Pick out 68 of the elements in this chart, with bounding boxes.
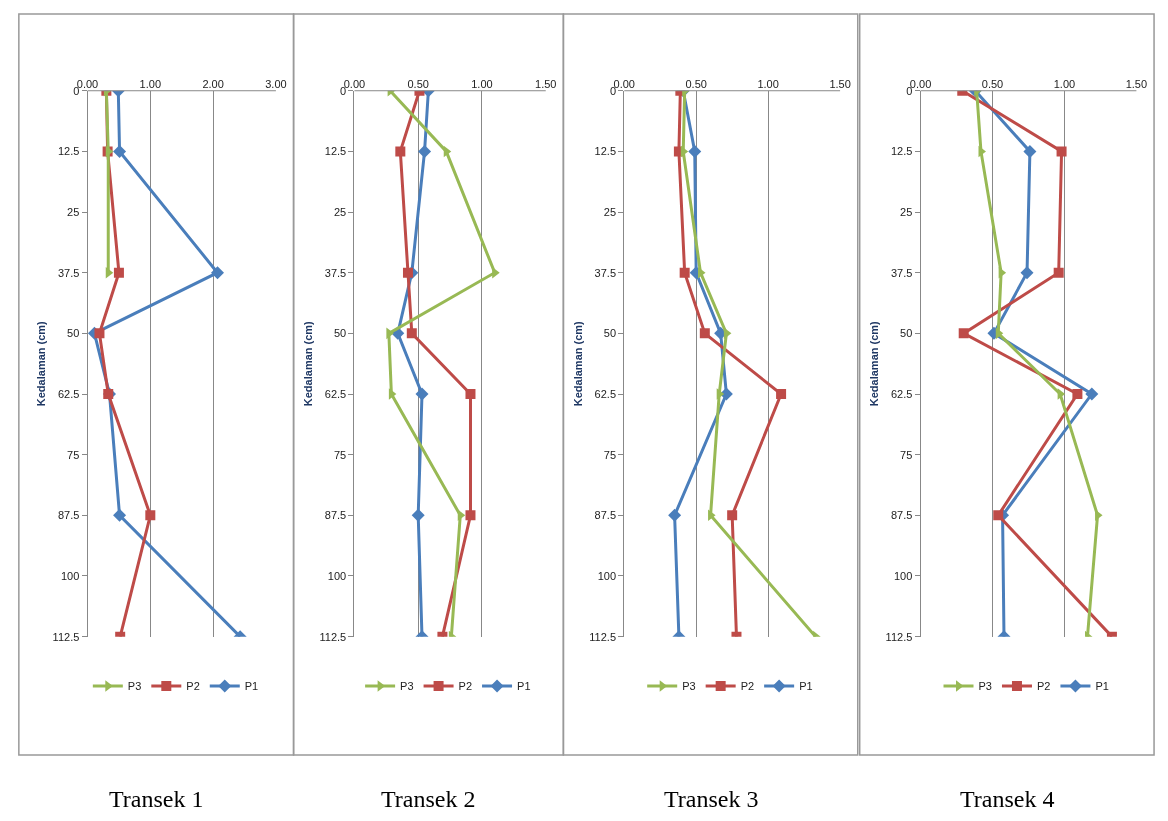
y-tick-label: 100: [597, 569, 617, 582]
legend-label: P1: [517, 680, 531, 693]
y-axis-title: Kedalaman (cm): [868, 320, 881, 407]
y-tick-label: 112.5: [319, 630, 347, 643]
text: Transek 4: [960, 786, 1055, 812]
legend-label: P2: [186, 680, 200, 693]
x-tick-label: 0.50: [407, 77, 429, 90]
legend-label: P3: [682, 680, 696, 693]
y-tick-label: 112.5: [589, 630, 617, 643]
y-tick-label: 37.5: [57, 266, 80, 279]
legend-label: P1: [244, 680, 259, 693]
y-tick-label: 75: [603, 448, 617, 461]
y-tick-label: 37.5: [324, 266, 347, 279]
x-tick-label: 1.00: [1053, 77, 1076, 90]
x-tick-label: 1.50: [535, 77, 557, 90]
x-tick-label: 1.00: [757, 77, 779, 90]
y-tick-label: 50: [900, 327, 913, 340]
y-tick-label: 12.5: [324, 145, 347, 158]
y-tick-label: 12.5: [57, 145, 80, 158]
x-tick-label: 3.00: [265, 77, 287, 90]
x-tick-label: 1.00: [139, 77, 162, 90]
y-tick-label: 25: [67, 205, 80, 218]
y-axis-title: Kedalaman (cm): [35, 320, 48, 407]
x-tick-label: 1.00: [471, 77, 493, 90]
legend-label: P2: [1036, 680, 1051, 693]
y-tick-label: 25: [603, 205, 617, 218]
y-tick-label: 100: [893, 569, 913, 582]
x-tick-label: 1.50: [1125, 77, 1148, 90]
y-tick-label: 25: [333, 205, 347, 218]
y-axis-title: Kedalaman (cm): [302, 320, 315, 407]
y-tick-label: 75: [333, 448, 347, 461]
y-tick-label: 37.5: [594, 266, 617, 279]
y-tick-label: 12.5: [890, 145, 913, 158]
y-tick-label: 100: [327, 569, 347, 582]
y-tick-label: 62.5: [57, 387, 80, 400]
y-tick-label: 87.5: [57, 509, 80, 522]
y-tick-label: 112.5: [885, 630, 913, 643]
y-tick-label: 37.5: [890, 266, 913, 279]
x-tick-label: 0.50: [981, 77, 1004, 90]
y-tick-label: 50: [603, 327, 617, 340]
y-tick-label: 87.5: [890, 509, 913, 522]
y-axis-title: Kedalaman (cm): [571, 320, 584, 407]
y-tick-label: 112.5: [52, 630, 80, 643]
x-tick-label: 0.50: [685, 77, 707, 90]
y-tick-label: 75: [67, 448, 80, 461]
legend-label: P2: [740, 680, 755, 693]
legend-label: P2: [458, 680, 473, 693]
text: Transek 2: [381, 786, 476, 812]
y-tick-label: 75: [900, 448, 913, 461]
y-tick-label: 62.5: [594, 387, 617, 400]
y-tick-label: 62.5: [890, 387, 913, 400]
legend-label: P3: [978, 680, 992, 693]
text: Transek 1: [109, 786, 204, 812]
legend-label: P3: [127, 680, 142, 693]
y-tick-label: 12.5: [594, 145, 617, 158]
y-tick-label: 25: [900, 205, 913, 218]
text: Transek 3: [664, 786, 759, 812]
legend-label: P1: [799, 680, 813, 693]
legend-label: P3: [400, 680, 414, 693]
y-tick-label: 87.5: [324, 509, 347, 522]
x-tick-label: 2.00: [202, 77, 224, 90]
legend-label: P1: [1095, 680, 1109, 693]
y-tick-label: 87.5: [594, 509, 617, 522]
y-tick-label: 50: [333, 327, 347, 340]
y-tick-label: 100: [60, 569, 80, 582]
y-tick-label: 62.5: [324, 387, 347, 400]
y-tick-label: 50: [67, 327, 80, 340]
x-tick-label: 1.50: [829, 77, 851, 90]
